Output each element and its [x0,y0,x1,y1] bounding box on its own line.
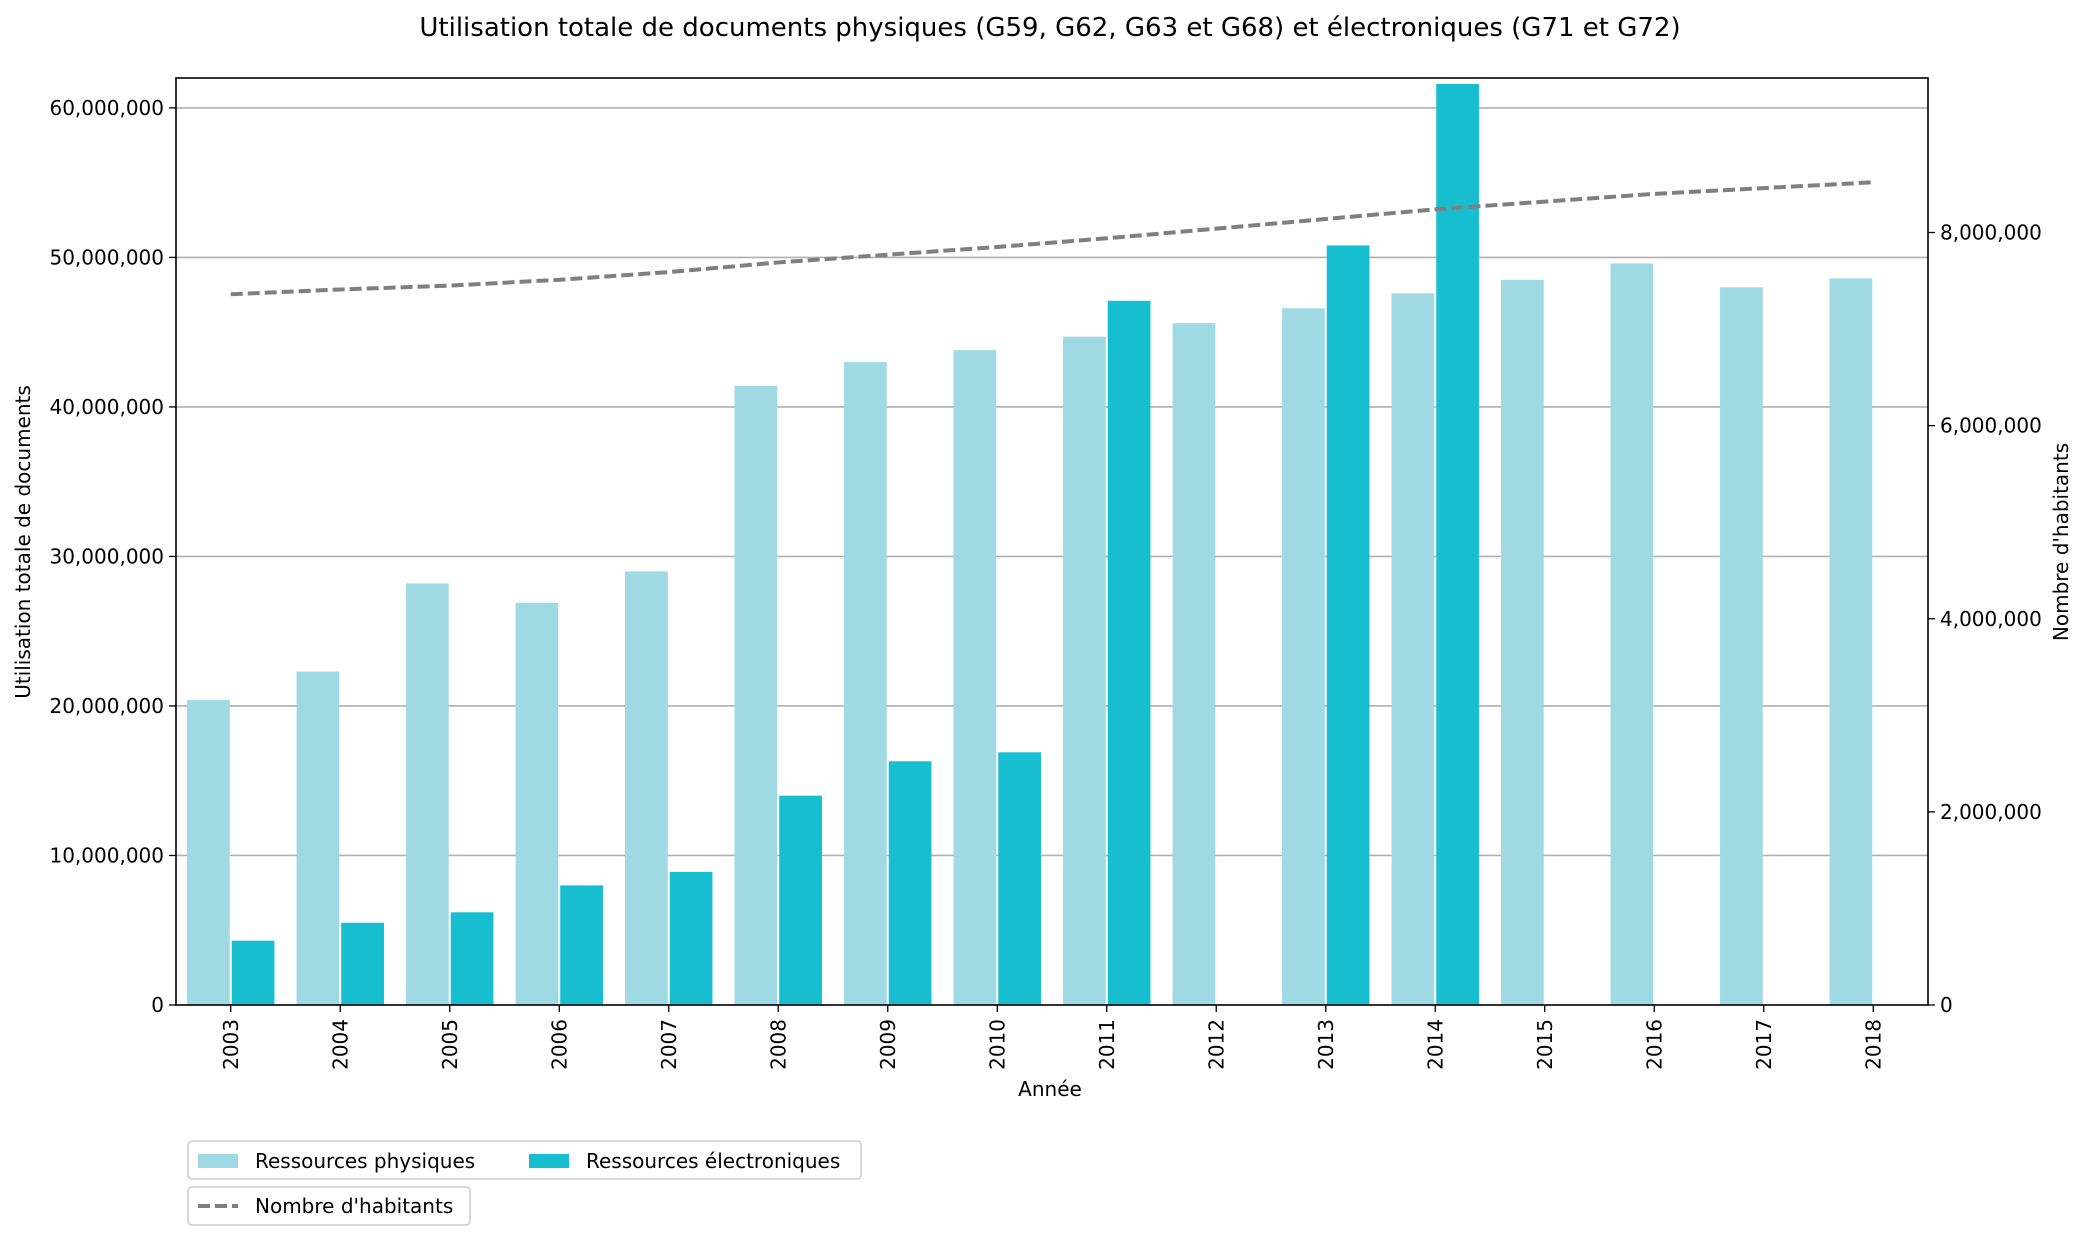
x-tick-label: 2015 [1533,1019,1557,1070]
y-tick-label: 0 [151,993,164,1017]
bar-physiques [1829,278,1873,1005]
y-tick-label: 40,000,000 [49,395,164,419]
bar-physiques [953,350,997,1005]
bar-physiques [1063,336,1106,1005]
x-tick-label: 2005 [438,1019,462,1070]
bar-physiques [1501,279,1544,1005]
x-tick-label: 2009 [876,1019,900,1070]
bar-physiques [1610,263,1654,1005]
y2-tick-label: 2,000,000 [1940,800,2042,824]
x-tick-label: 2006 [547,1019,571,1070]
legend-label-physiques: Ressources physiques [255,1149,475,1173]
y-tick-label: 60,000,000 [49,96,164,120]
bar-physiques [1720,287,1763,1005]
y-tick-label: 50,000,000 [49,245,164,269]
bar-electroniques [779,795,822,1005]
bar-electroniques [1107,300,1151,1005]
bar-electroniques [1436,83,1479,1005]
bar-electroniques [888,761,932,1005]
x-tick-label: 2012 [1204,1019,1228,1070]
bar-electroniques [669,871,713,1005]
x-tick-label: 2003 [219,1019,243,1070]
y-tick-label: 20,000,000 [49,694,164,718]
x-tick-label: 2014 [1423,1019,1447,1070]
bar-electroniques [450,912,494,1005]
y-tick-label: 10,000,000 [49,843,164,867]
bar-physiques [1282,308,1325,1005]
ticks-layer: 0 10,000,000 20,000,000 30,000,000 40,000,00… [49,96,2041,1070]
line-layer [230,180,1874,297]
bar-physiques [187,699,230,1005]
bar-electroniques [231,940,275,1005]
bar-electroniques [560,885,603,1005]
bar-physiques [1172,323,1216,1006]
bar-electroniques [998,752,1041,1005]
legend: Ressources physiques Ressources électron… [187,1140,862,1226]
legend-swatch-electroniques [529,1154,569,1168]
x-tick-label: 2018 [1861,1019,1885,1070]
x-tick-label: 2010 [985,1019,1009,1070]
x-tick-label: 2008 [766,1019,790,1070]
bar-physiques [844,362,887,1005]
legend-box-bars [187,1140,862,1180]
x-axis-title: Année [1018,1077,1082,1101]
x-tick-label: 2017 [1752,1019,1776,1070]
bar-electroniques [1326,245,1370,1005]
bar-physiques [625,571,668,1005]
plot-frame [175,77,1929,1006]
x-tick-label: 2004 [328,1019,352,1070]
x-tick-label: 2016 [1642,1019,1666,1070]
bar-physiques [406,583,449,1005]
x-tick-label: 2007 [657,1019,681,1070]
y-tick-label: 30,000,000 [49,544,164,568]
legend-label-electroniques: Ressources électroniques [586,1149,840,1173]
bar-physiques [1391,293,1435,1005]
population-line [230,180,1874,297]
axes-layer [175,77,1929,1006]
chart-title: Utilisation totale de documents physique… [419,13,1680,43]
bar-electroniques [341,922,384,1005]
bar-physiques [515,602,559,1005]
y2-tick-label: 0 [1940,993,1953,1017]
legend-swatch-physiques [198,1154,238,1168]
x-tick-label: 2013 [1314,1019,1338,1070]
y2-tick-label: 4,000,000 [1940,607,2042,631]
bars-layer [187,83,1873,1006]
y2-tick-label: 8,000,000 [1940,221,2042,245]
legend-box-line [187,1186,471,1226]
y-axis-title: Utilisation totale de documents [11,385,35,699]
bar-physiques [734,386,778,1005]
x-tick-label: 2011 [1095,1019,1119,1070]
bar-physiques [296,671,340,1005]
y2-axis-title: Nombre d'habitants [2049,443,2073,641]
y2-tick-label: 6,000,000 [1940,414,2042,438]
legend-label-habitants: Nombre d'habitants [255,1194,453,1218]
